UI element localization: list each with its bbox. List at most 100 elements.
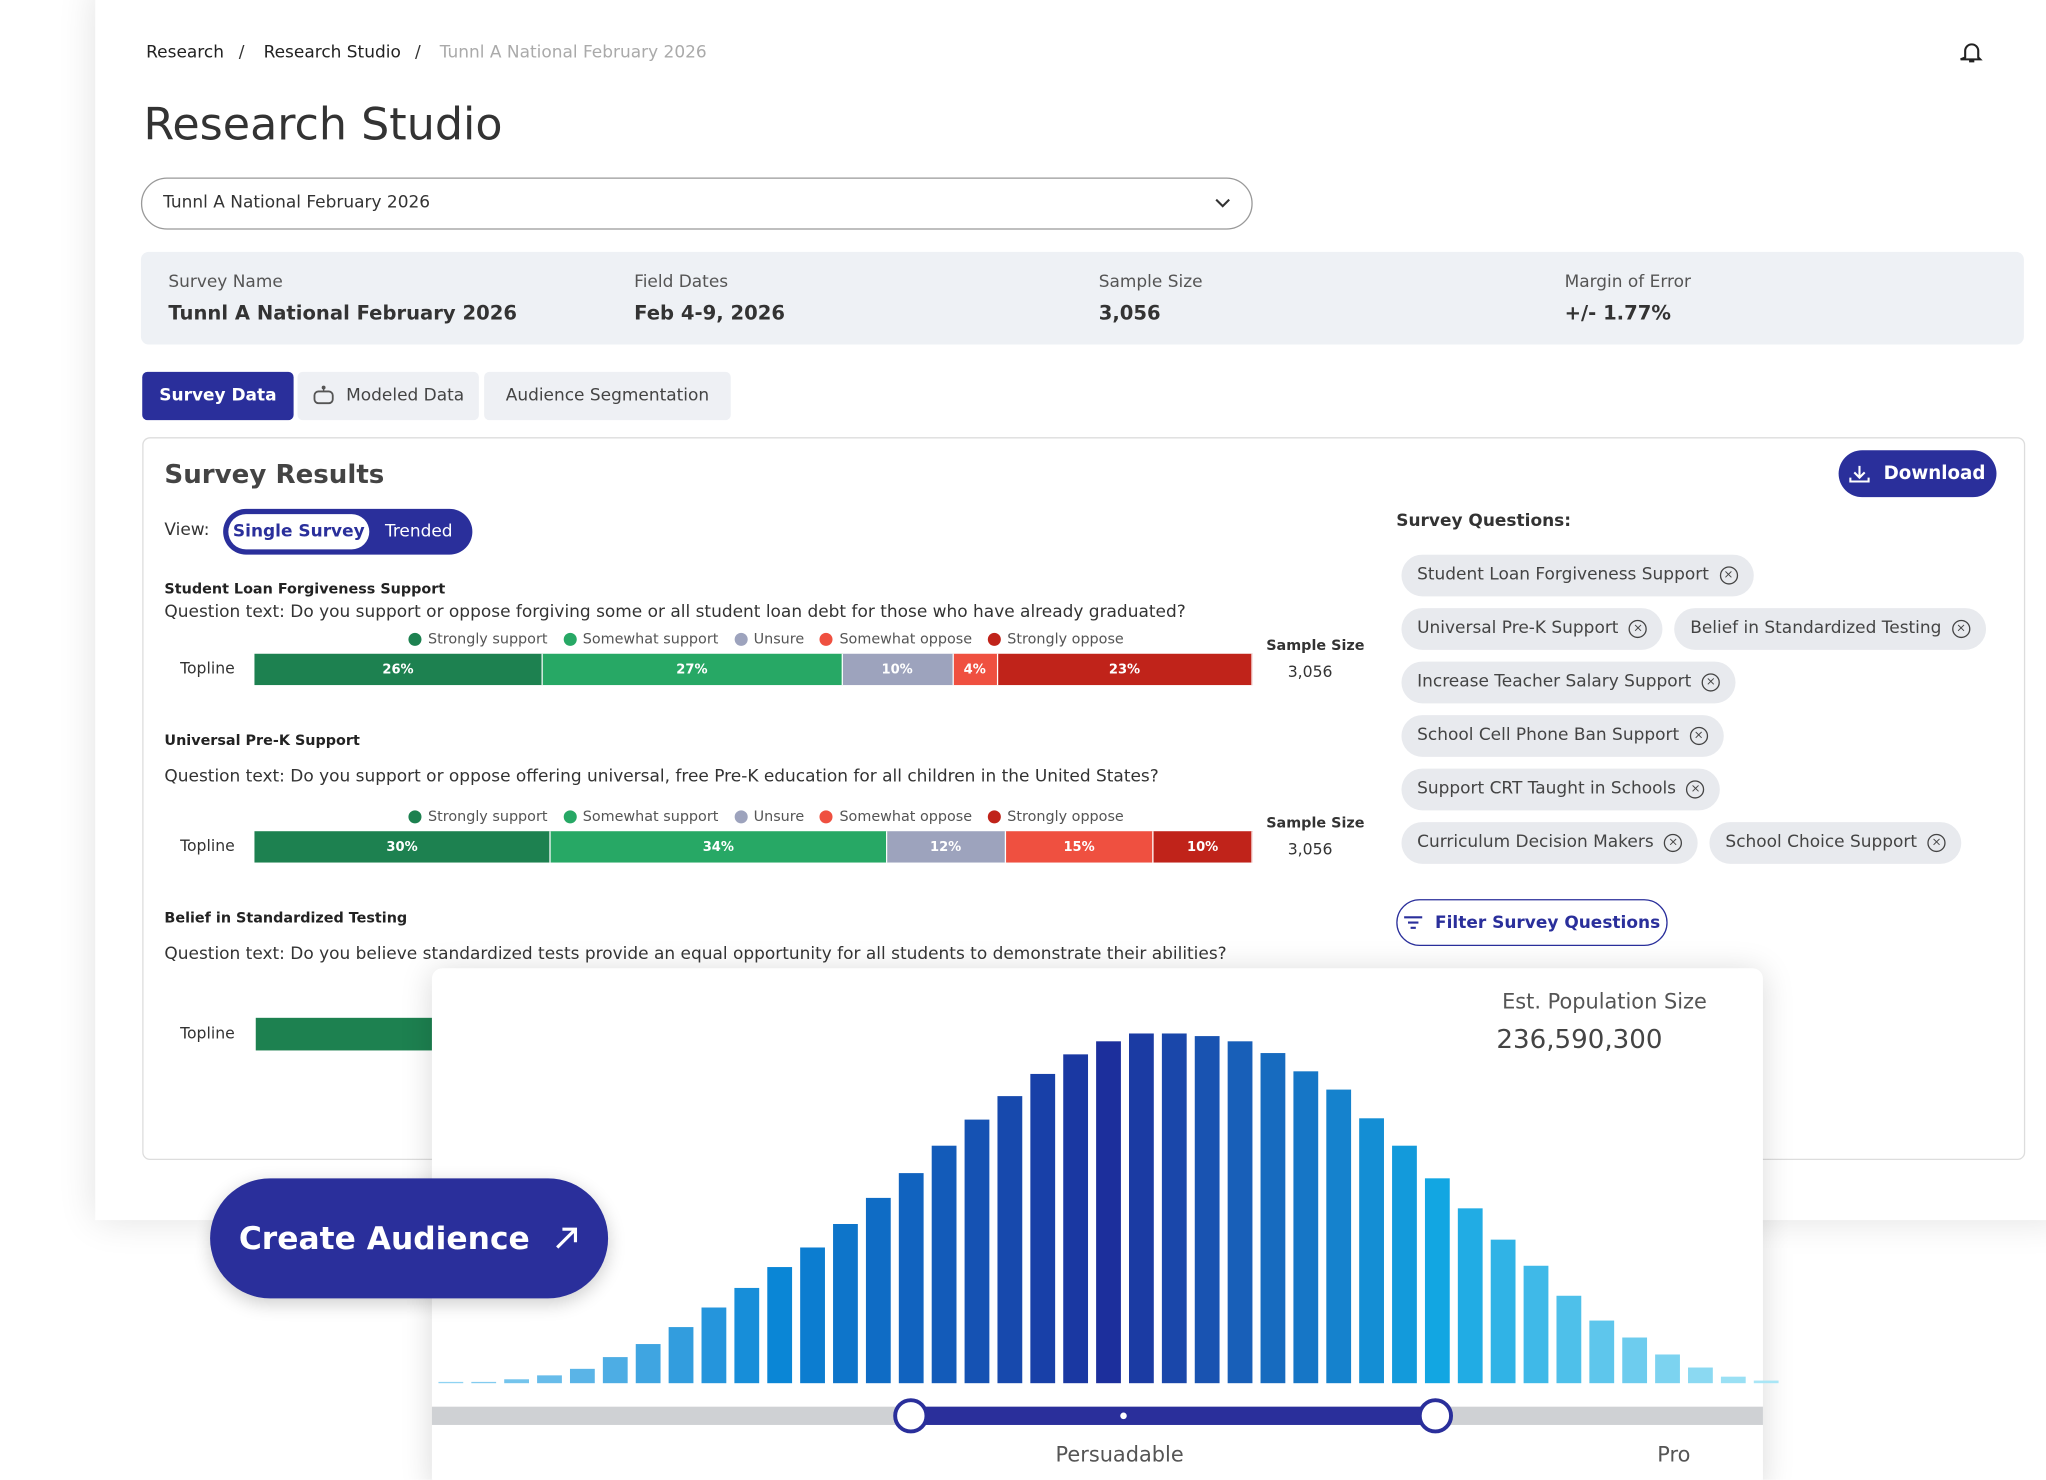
legend-item: Somewhat support — [563, 630, 718, 647]
chip-remove[interactable]: × — [1664, 833, 1683, 853]
distribution-bar — [1688, 1367, 1713, 1384]
download-icon — [1849, 465, 1871, 483]
info-box — [140, 251, 2024, 345]
slider-handle[interactable] — [1417, 1398, 1454, 1434]
topline-label: Topline — [180, 1024, 235, 1043]
chip-remove[interactable]: × — [1686, 780, 1705, 799]
legend-swatch — [734, 632, 748, 646]
info-value: Tunnl A National February 2026 — [168, 301, 517, 325]
view-toggle: Single Survey Trended — [223, 508, 473, 555]
chip-label: Universal Pre-K Support — [1417, 618, 1619, 639]
info-label: Margin of Error — [1564, 272, 1692, 293]
distribution-bar — [1227, 1041, 1253, 1384]
filter-button[interactable]: Filter Survey Questions — [1396, 899, 1668, 947]
distribution-bar — [833, 1223, 858, 1384]
distribution-bar — [668, 1327, 694, 1384]
distribution-bar — [1720, 1376, 1746, 1384]
legend-label: Unsure — [753, 807, 805, 825]
chip-remove[interactable]: × — [1719, 566, 1738, 585]
chip-remove[interactable]: × — [1701, 673, 1720, 692]
chip-label: Student Loan Forgiveness Support — [1417, 565, 1709, 585]
bar-segment: 4% — [953, 653, 998, 686]
question-chip[interactable]: Universal Pre-K Support × — [1401, 608, 1663, 650]
tab[interactable]: Survey Data — [142, 371, 294, 421]
create-audience-button[interactable]: Create Audience — [210, 1178, 609, 1299]
legend-swatch — [408, 809, 422, 823]
tab[interactable]: Modeled Data — [297, 371, 479, 421]
info-label: Sample Size — [1098, 272, 1203, 293]
chip-label: Belief in Standardized Testing — [1690, 618, 1942, 639]
stacked-bar: 26% 27% 10% 4% 23% — [254, 653, 1253, 686]
distribution-bar — [635, 1344, 661, 1384]
distribution-bar — [865, 1197, 891, 1384]
bar-segment: 23% — [997, 653, 1253, 686]
distribution-bar — [1424, 1178, 1450, 1384]
survey-select[interactable]: Tunnl A National February 2026 — [140, 177, 1253, 230]
legend-swatch — [819, 809, 833, 823]
legend-item: Unsure — [734, 630, 804, 647]
legend-swatch — [987, 809, 1001, 823]
distribution-bar — [1457, 1208, 1483, 1384]
chevron — [1215, 198, 1230, 208]
slider-handle[interactable] — [893, 1398, 929, 1434]
legend-item: Strongly support — [408, 808, 547, 825]
results-title: Survey Results — [164, 458, 385, 490]
toggle-option[interactable]: Trended — [384, 521, 453, 542]
population-value: 236,590,300 — [1496, 1023, 1663, 1055]
distribution-bar — [1260, 1053, 1286, 1384]
toggle-option[interactable]: Single Survey — [228, 514, 370, 550]
question-name: Belief in Standardized Testing — [164, 909, 408, 927]
page-title: Research Studio — [143, 99, 503, 152]
question-chip[interactable]: Curriculum Decision Makers × — [1401, 822, 1699, 864]
distribution-bar — [931, 1145, 957, 1384]
download-button[interactable]: Download — [1838, 450, 1997, 498]
breadcrumb-link[interactable]: Research Studio — [263, 43, 401, 63]
chip-remove[interactable]: × — [1689, 726, 1708, 746]
legend-label: Unsure — [753, 630, 805, 648]
bell-icon[interactable] — [1960, 40, 1983, 63]
question-chip[interactable]: Student Loan Forgiveness Support × — [1401, 554, 1754, 597]
legend-label: Strongly support — [428, 807, 548, 825]
hidden-topline-bar — [255, 1017, 439, 1051]
tab[interactable]: Audience Segmentation — [484, 371, 731, 421]
chip-remove[interactable]: × — [1951, 619, 1971, 639]
question-text: Question text: Do you support or oppose … — [164, 767, 1159, 787]
tab-label: Modeled Data — [346, 386, 465, 406]
info-label: Survey Name — [168, 272, 283, 293]
legend-swatch — [408, 632, 422, 646]
distribution-bar — [1293, 1071, 1319, 1384]
info-value: +/- 1.77% — [1564, 301, 1671, 325]
question-chip[interactable]: School Choice Support × — [1709, 822, 1962, 864]
distribution-bar — [438, 1381, 464, 1384]
sample-size-label: Sample Size — [1266, 636, 1365, 654]
slider-label: Persuadable — [1055, 1441, 1184, 1467]
legend-label: Somewhat oppose — [839, 807, 973, 825]
chip-remove[interactable]: × — [1628, 619, 1648, 639]
distribution-bar — [1622, 1337, 1648, 1384]
sample-size-value: 3,056 — [1287, 840, 1333, 859]
question-text: Question text: Do you believe standardiz… — [164, 944, 1227, 965]
topline-label: Topline — [180, 658, 235, 678]
question-chip[interactable]: Belief in Standardized Testing × — [1674, 608, 1986, 650]
question-chip[interactable]: School Cell Phone Ban Support × — [1401, 715, 1724, 757]
chip-remove[interactable]: × — [1927, 833, 1946, 853]
chip-label: Increase Teacher Salary Support — [1417, 672, 1692, 692]
distribution-bar — [1556, 1295, 1582, 1384]
question-chip[interactable]: Support CRT Taught in Schools × — [1401, 768, 1721, 811]
bar-segment: 26% — [254, 653, 543, 686]
distribution-bar — [1096, 1041, 1121, 1384]
distribution-bar — [1753, 1380, 1779, 1384]
legend-label: Somewhat oppose — [839, 630, 973, 648]
slider-label: Pro — [1657, 1441, 1691, 1467]
button-label: Download — [1883, 463, 1986, 485]
breadcrumb-link[interactable]: Research — [146, 43, 224, 63]
chip-label: School Choice Support — [1725, 832, 1918, 853]
chip-label: Curriculum Decision Makers — [1417, 832, 1654, 853]
separator: / — [238, 43, 245, 63]
question-chip[interactable]: Increase Teacher Salary Support × — [1401, 661, 1736, 704]
legend-swatch — [734, 809, 748, 823]
distribution-bar — [1523, 1265, 1549, 1384]
select-value: Tunnl A National February 2026 — [163, 193, 431, 213]
distribution-bar — [1326, 1089, 1352, 1384]
